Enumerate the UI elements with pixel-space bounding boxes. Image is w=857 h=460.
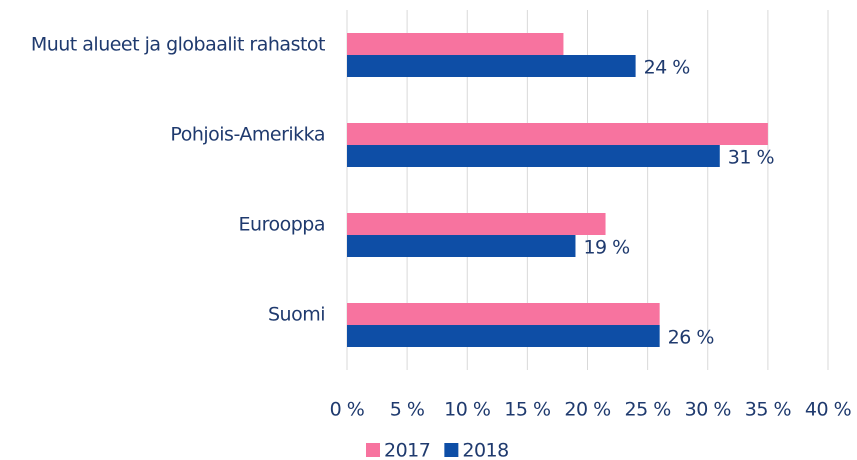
bar bbox=[347, 123, 768, 145]
legend-label: 2017 bbox=[384, 440, 430, 460]
data-label: 19 % bbox=[583, 237, 629, 259]
bar bbox=[347, 145, 720, 167]
bar bbox=[347, 213, 606, 235]
bar bbox=[347, 33, 564, 55]
x-tick-label: 10 % bbox=[444, 399, 490, 421]
y-tick-label: Pohjois-Amerikka bbox=[170, 124, 325, 146]
data-label: 26 % bbox=[668, 327, 714, 349]
x-tick-label: 15 % bbox=[504, 399, 550, 421]
y-tick-label: Eurooppa bbox=[239, 214, 325, 236]
bar bbox=[347, 325, 660, 347]
x-tick-label: 40 % bbox=[805, 399, 851, 421]
data-label: 24 % bbox=[644, 57, 690, 79]
x-tick-label: 30 % bbox=[685, 399, 731, 421]
x-tick-label: 5 % bbox=[390, 399, 425, 421]
legend-label: 2018 bbox=[462, 440, 508, 460]
legend-swatch bbox=[366, 443, 380, 457]
y-tick-label: Suomi bbox=[268, 304, 325, 326]
x-tick-label: 25 % bbox=[624, 399, 670, 421]
bar bbox=[347, 235, 576, 257]
x-tick-label: 20 % bbox=[564, 399, 610, 421]
y-tick-label: Muut alueet ja globaalit rahastot bbox=[31, 34, 325, 56]
legend-swatch bbox=[444, 443, 459, 457]
bar bbox=[347, 55, 636, 77]
x-tick-label: 0 % bbox=[330, 399, 365, 421]
x-tick-label: 35 % bbox=[745, 399, 791, 421]
bar bbox=[347, 303, 660, 325]
data-label: 31 % bbox=[728, 147, 774, 169]
